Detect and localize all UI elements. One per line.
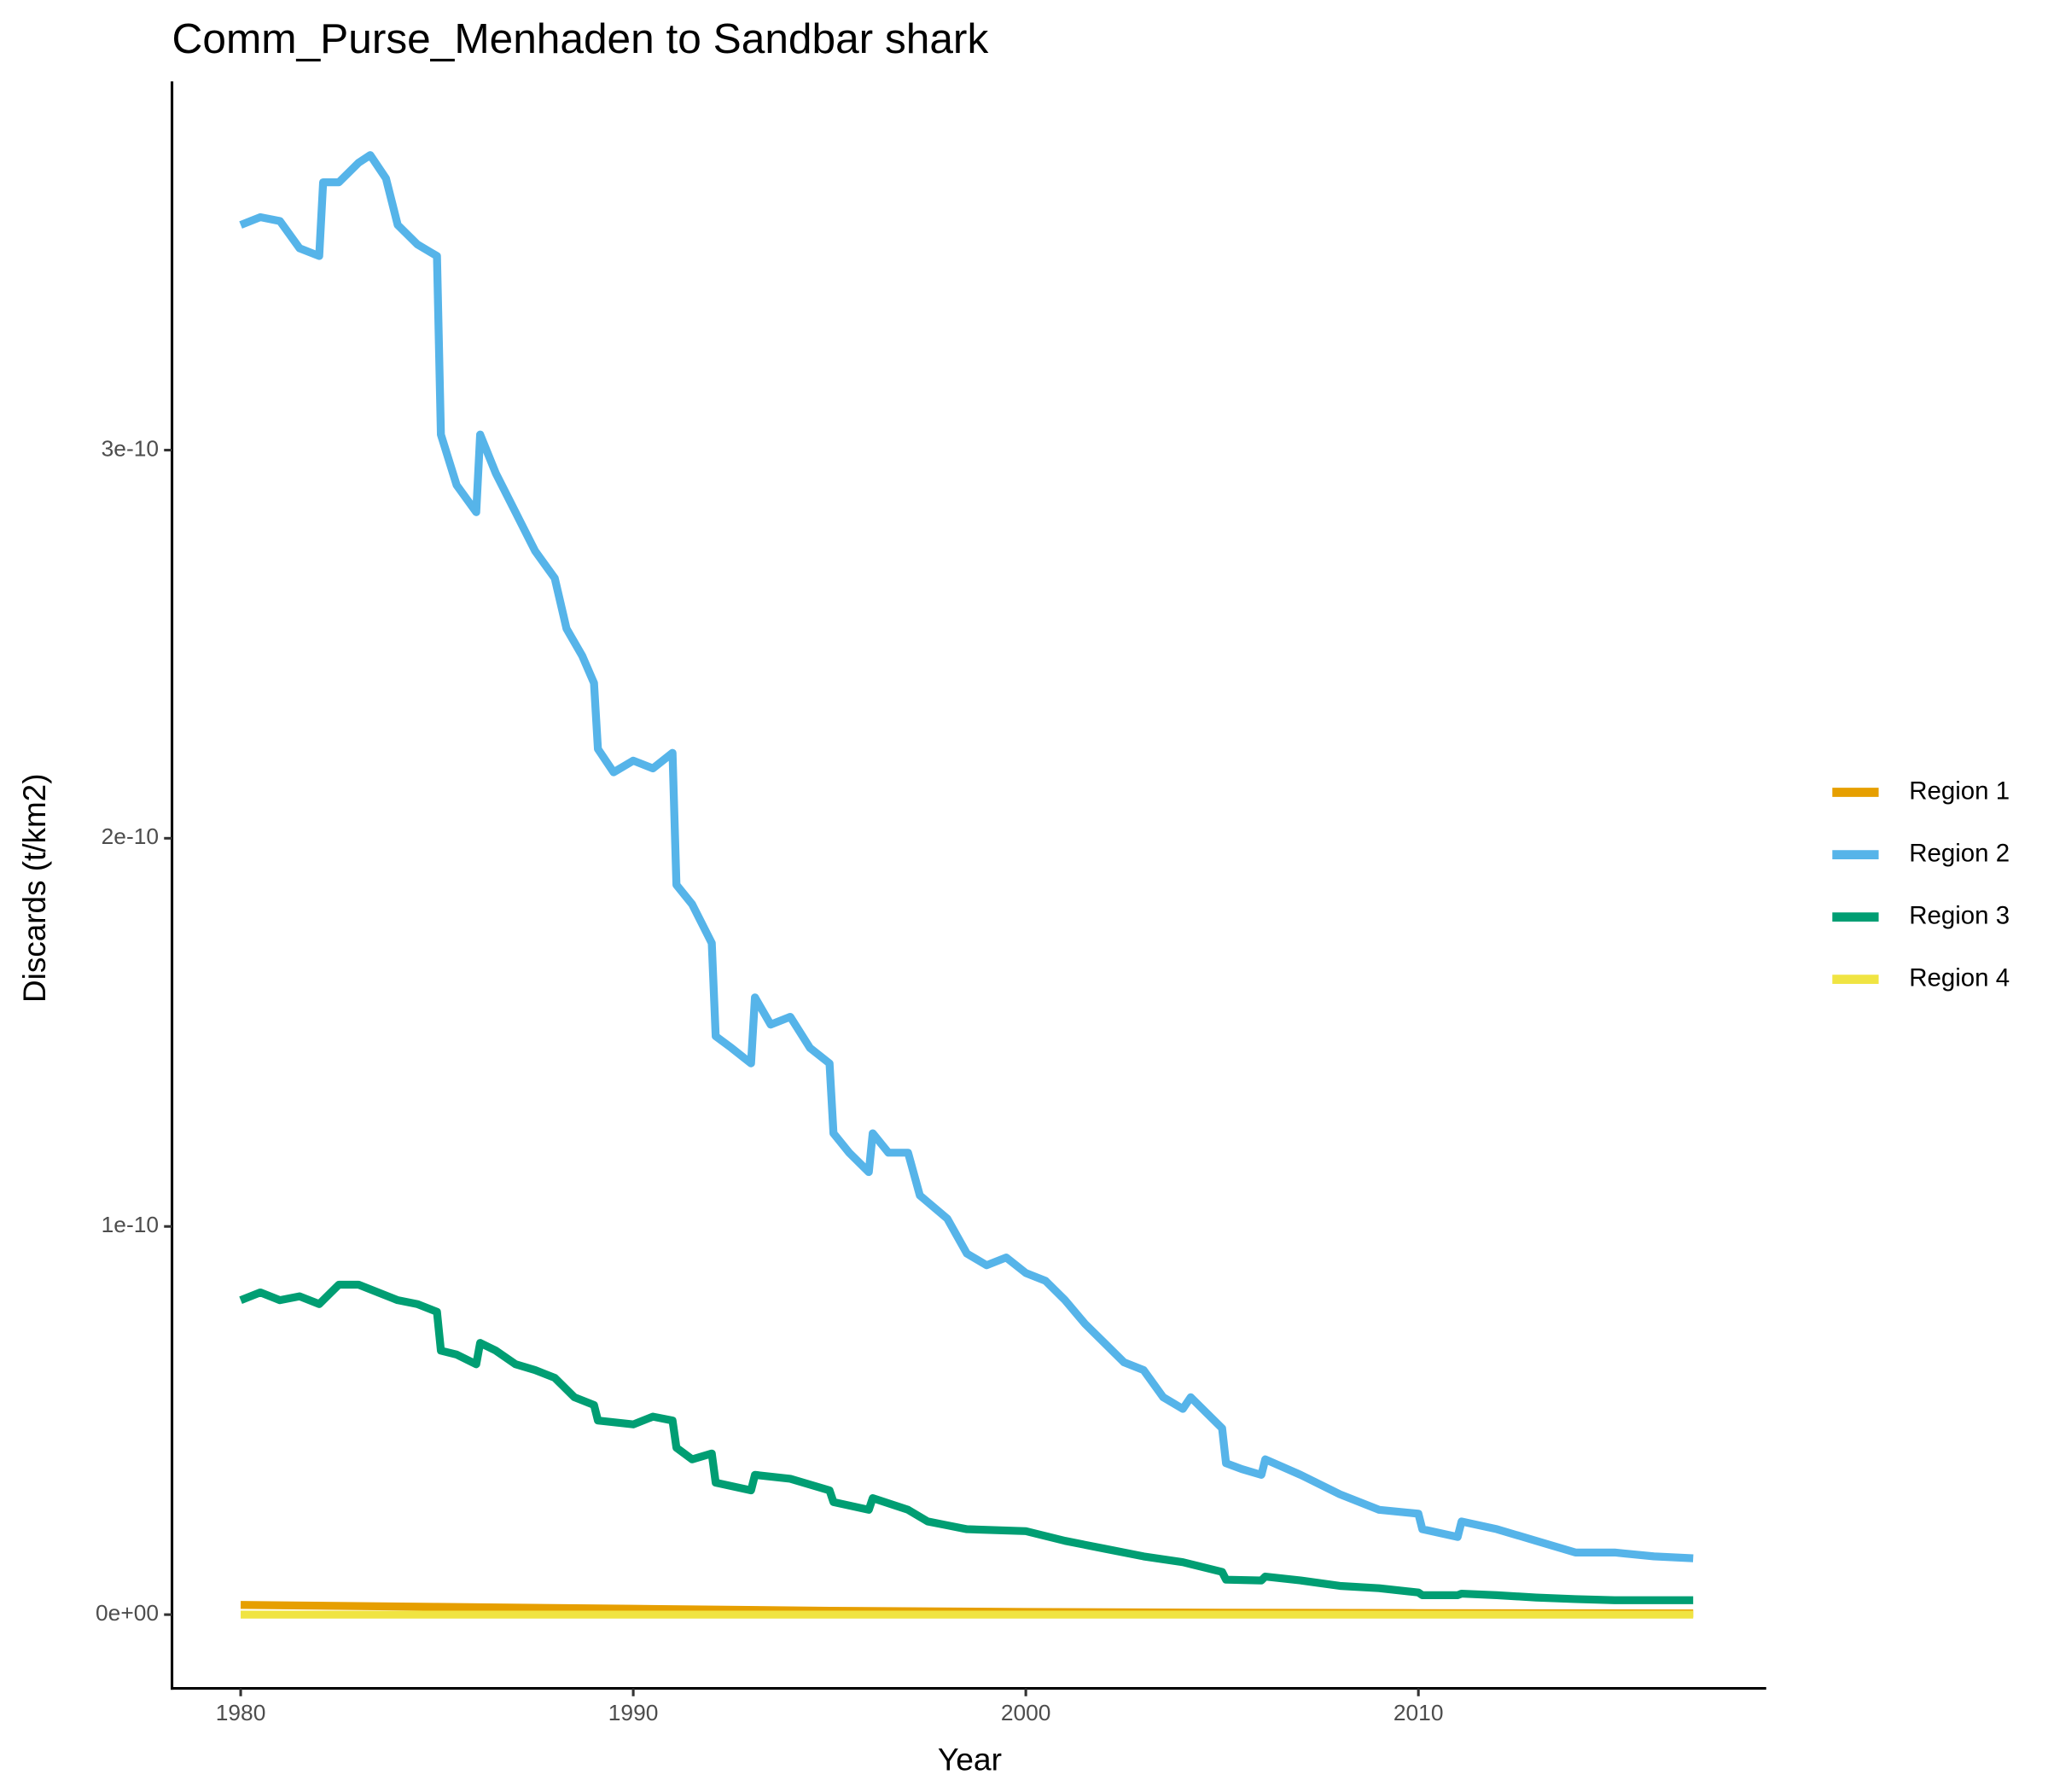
line-series: [239, 1280, 1694, 1604]
legend-label: Region 4: [1909, 963, 2010, 992]
legend-label: Region 1: [1909, 777, 2010, 805]
x-tick-label: 1980: [216, 1700, 266, 1725]
line-series: [239, 151, 1694, 1562]
x-tick-label: 1990: [608, 1700, 659, 1725]
chart-title: Comm_Purse_Menhaden to Sandbar shark: [172, 15, 989, 62]
y-tick-label: 1e-10: [102, 1212, 159, 1237]
legend-label: Region 3: [1909, 901, 2010, 929]
y-tick-label: 2e-10: [102, 823, 159, 849]
y-axis-label: Discards (t/km2): [16, 774, 52, 1003]
x-tick-label: 2000: [1001, 1700, 1051, 1725]
x-axis-label: Year: [938, 1742, 1002, 1777]
legend-label: Region 2: [1909, 839, 2010, 867]
y-tick-label: 3e-10: [102, 435, 159, 461]
x-tick-label: 2010: [1393, 1700, 1444, 1725]
y-tick-label: 0e+00: [96, 1600, 159, 1626]
